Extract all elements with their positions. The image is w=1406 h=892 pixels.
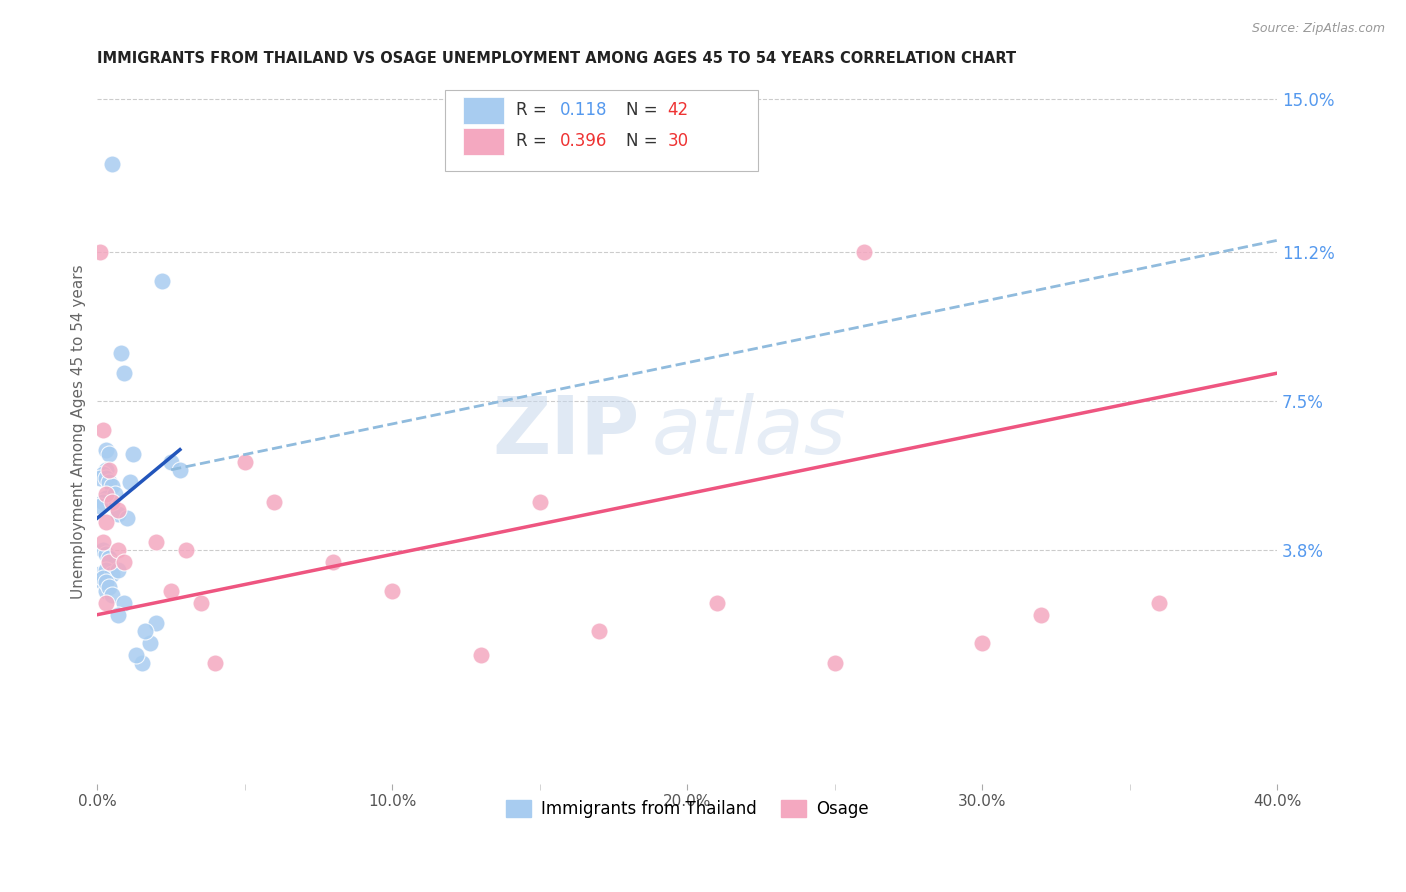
Point [174, 543, 197, 558]
Point [91, 535, 114, 549]
Point [96, 515, 118, 529]
Point [98, 447, 121, 461]
Point [89, 567, 111, 582]
Point [89, 245, 111, 260]
Point [150, 274, 173, 288]
Point [853, 245, 876, 260]
Point [1147, 596, 1170, 610]
Point [824, 656, 846, 670]
Point [145, 615, 167, 630]
Point [101, 588, 124, 602]
Point [169, 463, 191, 477]
Point [91, 495, 114, 509]
Text: IMMIGRANTS FROM THAILAND VS OSAGE UNEMPLOYMENT AMONG AGES 45 TO 54 YEARS CORRELA: IMMIGRANTS FROM THAILAND VS OSAGE UNEMPL… [97, 51, 1017, 66]
Text: N =: N = [626, 132, 662, 151]
Point [91, 571, 114, 585]
Point [96, 596, 118, 610]
Point [96, 491, 118, 505]
Point [1031, 607, 1053, 622]
Text: R =: R = [516, 132, 553, 151]
Point [101, 567, 124, 582]
Point [112, 596, 135, 610]
Point [89, 471, 111, 485]
Point [118, 475, 141, 489]
Point [107, 543, 129, 558]
Point [107, 607, 129, 622]
Point [131, 656, 153, 670]
Point [104, 487, 127, 501]
Point [96, 575, 118, 590]
Text: 30: 30 [668, 132, 689, 151]
Point [96, 487, 118, 501]
Point [125, 648, 148, 662]
FancyBboxPatch shape [463, 128, 505, 154]
Point [96, 583, 118, 598]
Text: R =: R = [516, 102, 553, 120]
Text: ZIP: ZIP [494, 392, 640, 471]
Point [160, 583, 183, 598]
Point [121, 447, 143, 461]
Text: atlas: atlas [652, 392, 846, 471]
Point [91, 423, 114, 437]
Point [470, 648, 492, 662]
Point [98, 463, 121, 477]
Point [107, 507, 129, 521]
Point [588, 624, 610, 638]
Point [381, 583, 404, 598]
Legend: Immigrants from Thailand, Osage: Immigrants from Thailand, Osage [499, 793, 876, 825]
Point [115, 511, 138, 525]
Point [112, 555, 135, 569]
Point [107, 503, 129, 517]
Point [91, 543, 114, 558]
Point [98, 551, 121, 566]
Point [706, 596, 728, 610]
Point [101, 479, 124, 493]
Point [96, 547, 118, 561]
Point [96, 442, 118, 457]
Point [91, 467, 114, 481]
Point [98, 580, 121, 594]
Text: N =: N = [626, 102, 662, 120]
Point [101, 495, 124, 509]
Point [145, 535, 167, 549]
Point [233, 455, 256, 469]
Point [529, 495, 551, 509]
FancyBboxPatch shape [446, 90, 758, 171]
Point [98, 475, 121, 489]
Point [110, 346, 132, 360]
Point [112, 366, 135, 380]
Y-axis label: Unemployment Among Ages 45 to 54 years: Unemployment Among Ages 45 to 54 years [72, 264, 86, 599]
Point [139, 636, 162, 650]
Text: Source: ZipAtlas.com: Source: ZipAtlas.com [1251, 22, 1385, 36]
Point [91, 575, 114, 590]
Point [190, 596, 212, 610]
Text: 0.396: 0.396 [560, 132, 607, 151]
Point [160, 455, 183, 469]
Point [972, 636, 994, 650]
Point [96, 563, 118, 577]
Point [134, 624, 156, 638]
Point [107, 563, 129, 577]
FancyBboxPatch shape [463, 97, 505, 124]
Text: 42: 42 [668, 102, 689, 120]
Point [89, 499, 111, 513]
Point [204, 656, 226, 670]
Text: 0.118: 0.118 [560, 102, 607, 120]
Point [98, 555, 121, 569]
Point [96, 463, 118, 477]
Point [96, 471, 118, 485]
Point [263, 495, 285, 509]
Point [322, 555, 344, 569]
Point [101, 157, 124, 171]
